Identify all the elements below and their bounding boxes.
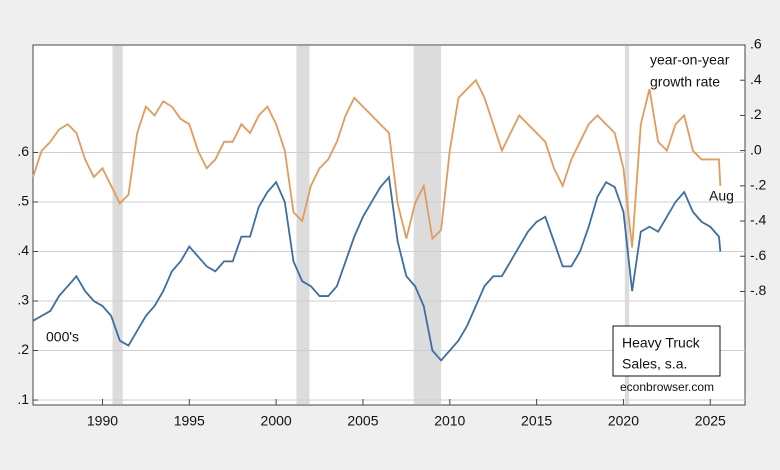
y2-tick-label: -.8 (750, 282, 767, 298)
annotation: Aug (709, 188, 734, 204)
x-tick-label: 2015 (521, 413, 552, 429)
source: econbrowser.com (620, 380, 714, 394)
recession-band (296, 46, 310, 404)
x-tick-label: 2000 (261, 413, 292, 429)
y-tick-label: .5 (17, 193, 29, 209)
marks (32, 46, 745, 404)
series-line (32, 175, 722, 362)
annotation: year-on-year (650, 52, 730, 68)
y-tick-label: .2 (17, 341, 29, 357)
y-tick-label: .6 (17, 143, 29, 159)
chart-title: Sales, s.a. (622, 356, 687, 372)
series-line (32, 78, 722, 248)
annotation: 000's (46, 329, 79, 345)
recession-band (624, 46, 630, 404)
x-tick-label: 2005 (347, 413, 378, 429)
y2-tick-label: .6 (750, 36, 762, 52)
y2-tick-label: -.4 (750, 212, 767, 228)
y-tick-label: .1 (17, 391, 29, 407)
recession-band (413, 46, 442, 404)
annotation: growth rate (650, 74, 720, 90)
x-tick-label: 2025 (695, 413, 726, 429)
y2-tick-label: .2 (750, 106, 762, 122)
y-tick-label: .4 (17, 242, 29, 258)
y2-tick-label: -.6 (750, 247, 767, 263)
chart-title: Heavy Truck (622, 335, 701, 351)
y2-tick-label: .0 (750, 141, 762, 157)
x-tick-label: 2020 (608, 413, 639, 429)
x-tick-label: 1995 (174, 413, 205, 429)
x-tick-label: 2010 (434, 413, 465, 429)
y-tick-label: .3 (17, 292, 29, 308)
title-box (612, 325, 721, 377)
recession-band (112, 46, 123, 404)
y2-tick-label: .4 (750, 71, 762, 87)
x-tick-label: 1990 (87, 413, 118, 429)
y2-tick-label: -.2 (750, 177, 767, 193)
